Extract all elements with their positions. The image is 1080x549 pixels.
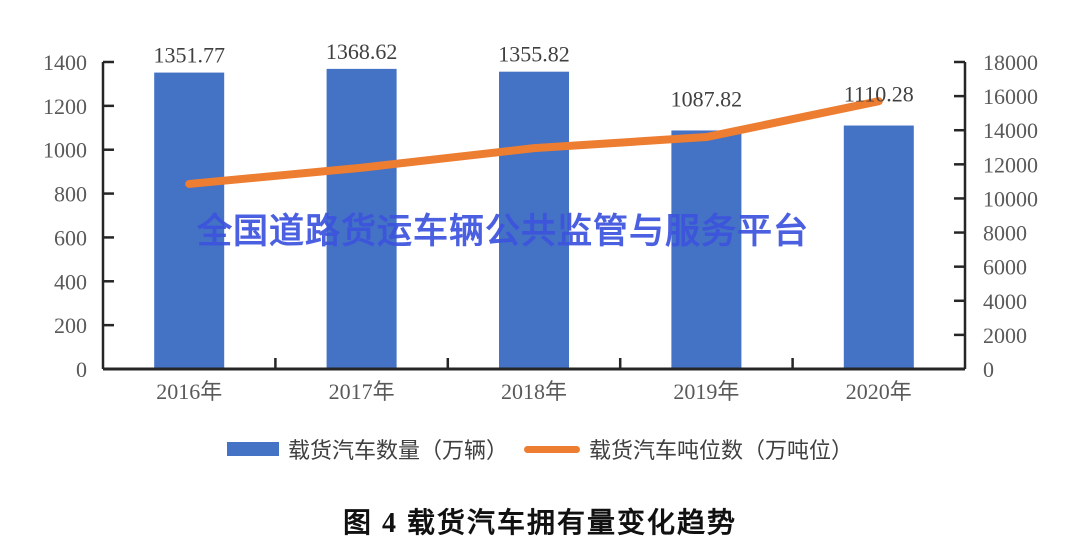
figure-caption: 图 4 载货汽车拥有量变化趋势 <box>342 508 737 539</box>
bar-2017年 <box>326 68 397 369</box>
y-left-tick-label: 1200 <box>43 94 87 119</box>
bar-series-swatch-icon <box>226 442 279 456</box>
bar-data-label: 1087.82 <box>671 86 743 111</box>
tonnage-line <box>185 97 883 188</box>
y-right-tick-label: 16000 <box>983 84 1038 109</box>
y-left-tick-label: 200 <box>54 313 87 338</box>
x-category-label: 2016年 <box>156 379 222 404</box>
y-right-tick-label: 8000 <box>983 221 1027 246</box>
y-left-tick-label: 400 <box>54 269 87 294</box>
bar-2019年 <box>671 130 742 369</box>
legend-label-truck-count: 载货汽车数量（万辆） <box>287 438 508 463</box>
bar-2016年 <box>154 72 225 370</box>
y-right-tick-label: 18000 <box>983 50 1038 75</box>
y-right-tick-label: 6000 <box>983 255 1027 280</box>
y-right-tick-label: 0 <box>983 357 994 382</box>
y-left-tick-label: 1000 <box>43 138 87 163</box>
bar-data-label: 1110.28 <box>844 82 914 107</box>
bar-data-label: 1351.77 <box>153 43 225 68</box>
line-series-swatch-icon <box>524 445 580 453</box>
bar-line-chart: 0200400600800100012001400020004000600080… <box>43 39 1038 404</box>
x-category-label: 2018年 <box>501 379 567 404</box>
bar-2018年 <box>499 71 569 369</box>
x-category-label: 2019年 <box>673 379 739 404</box>
legend-label-tonnage: 载货汽车吨位数（万吨位） <box>589 438 854 463</box>
bar-data-label: 1355.82 <box>498 42 570 67</box>
y-left-tick-label: 600 <box>54 225 87 250</box>
legend-item-tonnage: 载货汽车吨位数（万吨位） <box>524 433 853 465</box>
y-right-tick-label: 12000 <box>983 152 1038 177</box>
y-right-tick-label: 4000 <box>983 289 1027 314</box>
x-category-label: 2020年 <box>846 379 912 404</box>
y-left-tick-label: 0 <box>76 357 87 382</box>
y-left-tick-label: 800 <box>54 182 87 207</box>
y-right-tick-label: 10000 <box>983 186 1038 211</box>
bar-2020年 <box>843 125 914 369</box>
legend-item-truck-count: 载货汽车数量（万辆） <box>226 433 508 465</box>
y-left-tick-label: 1400 <box>43 50 87 75</box>
bar-data-label: 1368.62 <box>326 39 398 64</box>
y-right-tick-label: 14000 <box>983 118 1038 143</box>
x-category-label: 2017年 <box>329 379 395 404</box>
y-right-tick-label: 2000 <box>983 323 1027 348</box>
legend: 载货汽车数量（万辆） 载货汽车吨位数（万吨位） <box>0 434 1080 464</box>
